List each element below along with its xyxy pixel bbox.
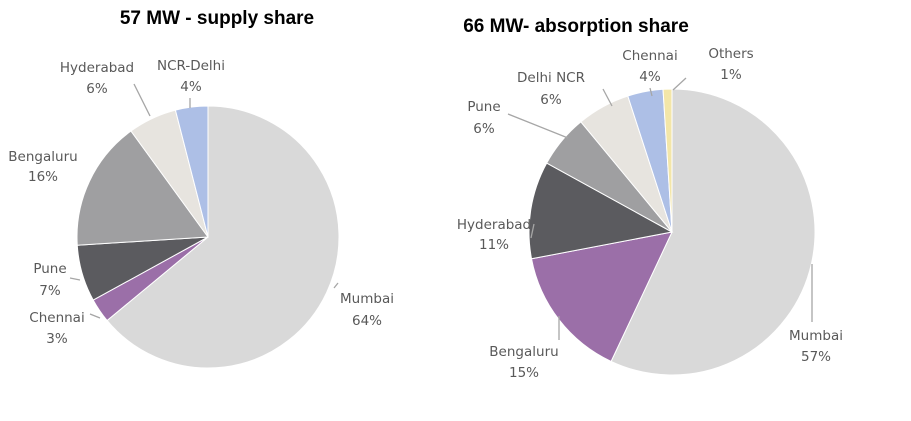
leader-chennai	[89, 313, 101, 319]
slice-value-pune-2: 6%	[473, 121, 495, 137]
slice-value-mumbai: 64%	[352, 313, 382, 329]
slice-label-chennai-2: Chennai	[622, 48, 677, 64]
slice-value-mumbai-2: 57%	[801, 349, 831, 365]
leader-hyderabad	[133, 83, 151, 117]
slice-label-others-2: Others	[708, 46, 753, 62]
pie-chart-absorption: 66 MW- absorption share Mumbai 57% Benga…	[457, 16, 843, 381]
slice-label-ncr-delhi: NCR-Delhi	[157, 58, 225, 74]
pie-slice-supply-ncr-delhi	[174, 105, 209, 238]
slice-label-delhi-ncr-2: Delhi NCR	[517, 70, 585, 86]
pie-slice-supply-bengaluru	[76, 130, 209, 246]
slice-value-chennai: 3%	[46, 331, 68, 347]
leader-hyderabad-2	[530, 223, 535, 239]
slice-label-pune-2: Pune	[467, 99, 500, 115]
slice-value-bengaluru-2: 15%	[509, 365, 539, 381]
slice-label-bengaluru: Bengaluru	[8, 149, 77, 165]
slice-value-delhi-ncr-2: 6%	[540, 92, 562, 108]
slice-label-hyderabad: Hyderabad	[60, 60, 134, 76]
leader-pune	[69, 277, 81, 281]
leader-chennai-2	[649, 87, 653, 97]
slice-label-bengaluru-2: Bengaluru	[489, 344, 558, 360]
slice-value-bengaluru: 16%	[28, 169, 58, 185]
slice-value-pune: 7%	[39, 283, 61, 299]
slice-value-ncr-delhi: 4%	[180, 79, 202, 95]
pie-slice-absorption-mumbai	[610, 88, 816, 376]
slice-value-hyderabad: 6%	[86, 81, 108, 97]
slice-label-mumbai: Mumbai	[340, 291, 394, 307]
pie-chart-supply: 57 MW - supply share Mumbai 64% Chennai …	[8, 8, 394, 369]
leader-others-2	[672, 77, 687, 91]
leader-pune-2	[507, 113, 569, 139]
slice-value-hyderabad-2: 11%	[479, 237, 509, 253]
slice-value-others-2: 1%	[720, 67, 742, 83]
slice-label-pune: Pune	[33, 261, 66, 277]
leader-mumbai	[333, 282, 339, 289]
slice-value-chennai-2: 4%	[639, 69, 661, 85]
leader-delhi-ncr-2	[602, 88, 613, 107]
pie-slice-absorption-hyderabad	[528, 162, 674, 260]
slice-label-mumbai-2: Mumbai	[789, 328, 843, 344]
slice-label-chennai: Chennai	[29, 310, 84, 326]
chart-title-supply: 57 MW - supply share	[120, 8, 314, 29]
pie-slice-absorption-others	[662, 88, 673, 233]
slice-label-hyderabad-2: Hyderabad	[457, 217, 531, 233]
pie-slice-supply-mumbai	[106, 105, 340, 369]
chart-title-absorption: 66 MW- absorption share	[463, 16, 689, 37]
